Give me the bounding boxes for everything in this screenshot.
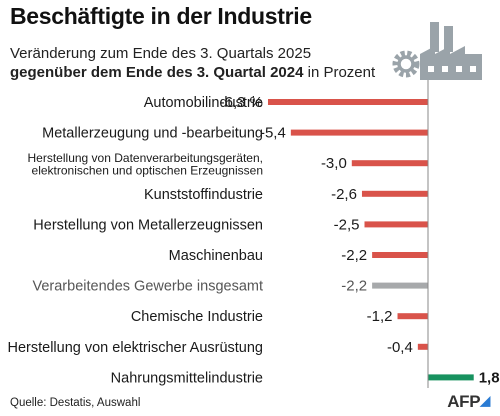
value-label: -2,2 — [341, 247, 367, 264]
bar — [290, 129, 428, 136]
agency-mark-icon: ◢ — [480, 393, 490, 408]
category-label: Herstellung von Metallerzeugnissen — [33, 217, 263, 233]
value-label: -6,3 % — [220, 94, 263, 111]
subtitle-line-1: Veränderung zum Ende des 3. Quartals 202… — [10, 45, 312, 62]
subtitle-line-2-bold: gegenüber dem Ende des 3. Quartal 2024 — [10, 64, 304, 81]
bar — [417, 343, 428, 350]
value-label: -1,2 — [367, 308, 393, 325]
category-label: Metallerzeugung und -bearbeitung — [42, 126, 263, 142]
category-label: Automobilindustrie — [144, 95, 263, 111]
value-label: -0,4 — [387, 339, 413, 356]
bar — [351, 160, 428, 167]
subtitle-line-2-rest: in Prozent — [303, 64, 376, 81]
category-label: elektronischen und optischen Erzeugnisse… — [32, 163, 263, 177]
factory-icon — [392, 22, 482, 80]
source-note: Quelle: Destatis, Auswahl — [10, 397, 141, 409]
category-label: Kunststoffindustrie — [144, 187, 263, 203]
value-label: -2,6 — [331, 186, 357, 203]
category-label: Nahrungsmittelindustrie — [111, 370, 263, 386]
bar — [372, 252, 428, 258]
value-label: -5,4 — [260, 125, 286, 142]
category-label: Maschinenbau — [169, 248, 263, 264]
subtitle-line-2: gegenüber dem Ende des 3. Quartal 2024 i… — [10, 63, 390, 82]
bar — [428, 374, 474, 381]
value-label: -2,2 — [341, 278, 367, 295]
chart-title: Beschäftigte in der Industrie — [10, 3, 312, 29]
bar — [372, 282, 428, 289]
chart-subtitle: Veränderung zum Ende des 3. Quartals 202… — [10, 44, 390, 82]
value-label: 1,8 — [479, 369, 500, 386]
bar — [364, 221, 428, 228]
category-label: Verarbeitendes Gewerbe insgesamt — [32, 279, 263, 295]
bar — [267, 99, 428, 105]
category-label: Herstellung von Datenverarbeitungsgeräte… — [28, 151, 263, 165]
bar — [397, 313, 428, 320]
value-label: -2,5 — [334, 216, 360, 233]
category-label: Chemische Industrie — [131, 309, 263, 325]
agency-logo: AFP◢ — [447, 392, 490, 412]
bar — [361, 190, 428, 197]
gear-icon — [392, 50, 420, 78]
value-label: -3,0 — [321, 155, 347, 172]
category-label: Herstellung von elektrischer Ausrüstung — [8, 340, 264, 356]
agency-name: AFP — [447, 392, 481, 411]
